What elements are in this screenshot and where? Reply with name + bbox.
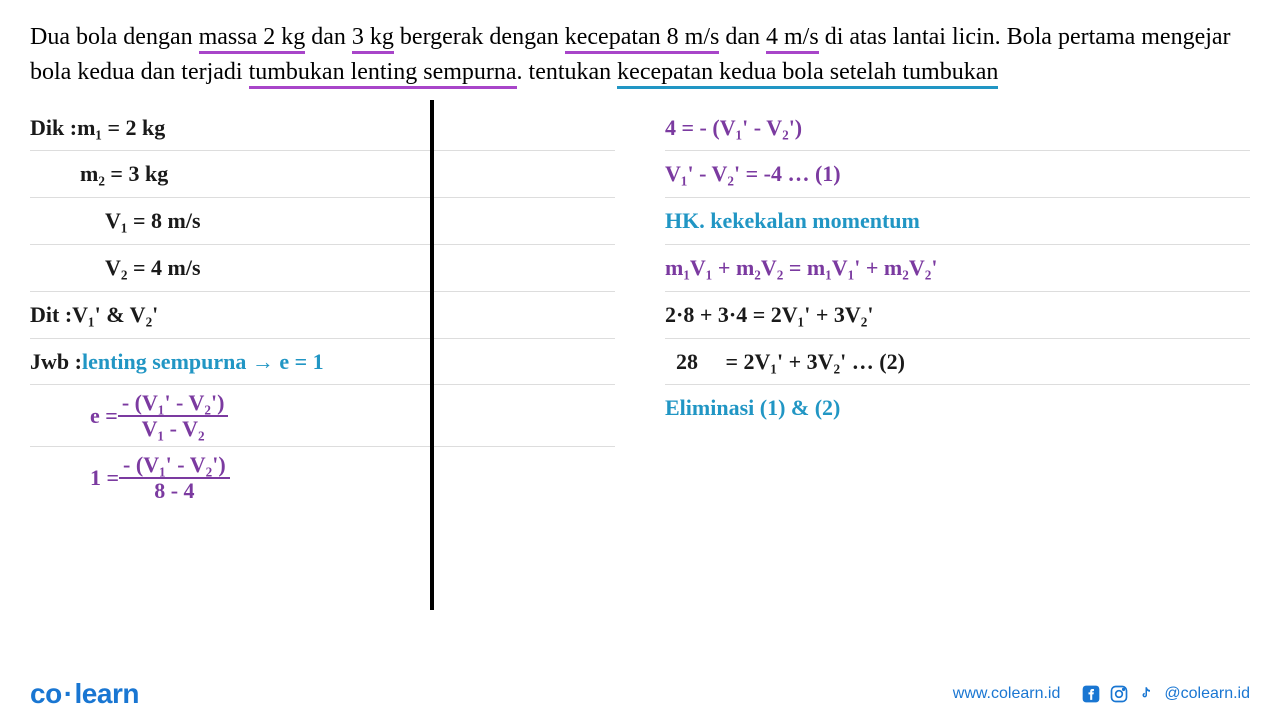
- one-den: 8 - 4: [150, 479, 198, 503]
- m1-value: m₁ = 2 kg: [77, 107, 165, 149]
- r6-text: 28 = 2V₁' + 3V₂' … (2): [665, 341, 905, 383]
- e-num: - (V₁' - V₂'): [118, 391, 229, 417]
- r4-row: m₁V₁ + m₂V₂ = m₁V₁' + m₂V₂': [665, 245, 1250, 292]
- r1-row: 4 = - (V₁' - V₂'): [665, 105, 1250, 152]
- work-area: Dik : m₁ = 2 kg m₂ = 3 kg V₁ = 8 m/s V₂ …: [0, 100, 1280, 510]
- problem-p1: Dua bola dengan: [30, 24, 199, 50]
- problem-p4: dan: [719, 24, 766, 50]
- u-tumbukan: tumbukan lenting sempurna: [249, 59, 517, 89]
- e-sub-row: 1 = - (V₁' - V₂') 8 - 4: [30, 447, 615, 509]
- problem-p6: . tentukan: [517, 59, 618, 85]
- brand-logo: co·learn: [30, 678, 139, 710]
- u-8ms: kecepatan 8 m/s: [565, 24, 720, 54]
- problem-p2: dan: [305, 24, 352, 50]
- social-handle: @colearn.id: [1164, 685, 1250, 703]
- dik-label: Dik :: [30, 107, 77, 149]
- footer: co·learn www.colearn.id @colearn.id: [0, 678, 1280, 710]
- one-num: - (V₁' - V₂'): [119, 453, 230, 479]
- dik-row: Dik : m₁ = 2 kg: [30, 105, 615, 152]
- r4-text: m₁V₁ + m₂V₂ = m₁V₁' + m₂V₂': [665, 247, 937, 289]
- r2-text: V₁' - V₂' = -4 … (1): [665, 153, 841, 195]
- v1-value: V₁ = 8 m/s: [105, 200, 201, 242]
- dit-row: Dit : V₁' & V₂': [30, 292, 615, 339]
- jwb-label: Jwb :: [30, 341, 82, 383]
- jwb-value: lenting sempurna → e = 1: [82, 341, 324, 383]
- r5-row: 2·8 + 3·4 = 2V₁' + 3V₂': [665, 292, 1250, 339]
- e-den: V₁ - V₂: [138, 417, 209, 441]
- r3-text: HK. kekekalan momentum: [665, 200, 920, 242]
- e-eq: e =: [90, 395, 118, 437]
- u-3kg: 3 kg: [352, 24, 394, 54]
- footer-right: www.colearn.id @colearn.id: [953, 683, 1250, 705]
- one-fraction: - (V₁' - V₂') 8 - 4: [119, 453, 230, 503]
- facebook-icon: [1080, 683, 1102, 705]
- column-divider: [430, 100, 434, 610]
- logo-a: co: [30, 678, 62, 709]
- u-kecepatan: kecepatan kedua bola setelah tumbukan: [617, 59, 998, 89]
- v1-row: V₁ = 8 m/s: [30, 198, 615, 245]
- jwb-row: Jwb : lenting sempurna → e = 1: [30, 339, 615, 386]
- e-formula-row: e = - (V₁' - V₂') V₁ - V₂: [30, 385, 615, 447]
- footer-url: www.colearn.id: [953, 685, 1061, 703]
- v2-row: V₂ = 4 m/s: [30, 245, 615, 292]
- r7-text: Eliminasi (1) & (2): [665, 387, 840, 429]
- dit-label: Dit :: [30, 294, 72, 336]
- logo-b: learn: [75, 678, 139, 709]
- problem-p3: bergerak dengan: [394, 24, 565, 50]
- left-column: Dik : m₁ = 2 kg m₂ = 3 kg V₁ = 8 m/s V₂ …: [30, 105, 635, 510]
- instagram-icon: [1108, 683, 1130, 705]
- one-eq: 1 =: [90, 457, 119, 499]
- right-column: 4 = - (V₁' - V₂') V₁' - V₂' = -4 … (1) H…: [635, 105, 1250, 510]
- r3-row: HK. kekekalan momentum: [665, 198, 1250, 245]
- m2-value: m₂ = 3 kg: [80, 153, 168, 195]
- tiktok-icon: [1136, 683, 1158, 705]
- logo-dot: ·: [64, 678, 73, 709]
- m2-row: m₂ = 3 kg: [30, 151, 615, 198]
- problem-statement: Dua bola dengan massa 2 kg dan 3 kg berg…: [0, 0, 1280, 100]
- r7-row: Eliminasi (1) & (2): [665, 385, 1250, 431]
- r6-row: 28 = 2V₁' + 3V₂' … (2): [665, 339, 1250, 386]
- dit-value: V₁' & V₂': [72, 294, 158, 336]
- r5-text: 2·8 + 3·4 = 2V₁' + 3V₂': [665, 294, 873, 336]
- e-fraction: - (V₁' - V₂') V₁ - V₂: [118, 391, 229, 441]
- u-4ms: 4 m/s: [766, 24, 819, 54]
- v2-value: V₂ = 4 m/s: [105, 247, 201, 289]
- u-massa2: massa 2 kg: [199, 24, 306, 54]
- r1-text: 4 = - (V₁' - V₂'): [665, 107, 802, 149]
- r2-row: V₁' - V₂' = -4 … (1): [665, 151, 1250, 198]
- social-icons: @colearn.id: [1080, 683, 1250, 705]
